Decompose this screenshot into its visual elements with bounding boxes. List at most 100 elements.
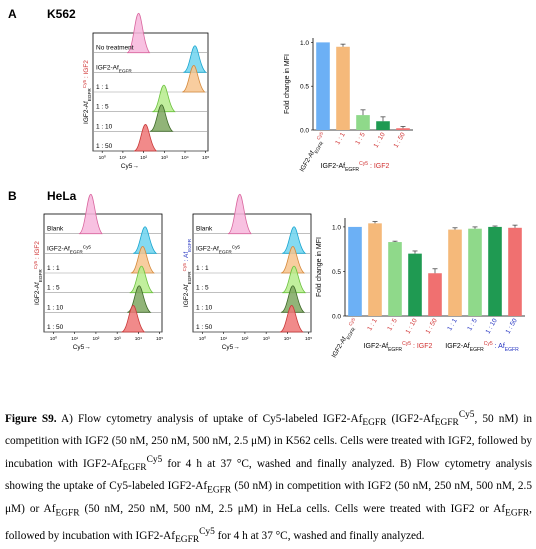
bar [316,42,330,130]
flow-histogram-peak [129,265,154,294]
flow-histogram-peak [183,45,207,73]
panel-b-flow-histograms-af: Blank IGF2-AfEGFRCy5 1 : 1 1 : 5 1 : 10 1 : 5… [182,193,312,351]
flow-row-label: IGF2-AfEGFR [96,64,132,73]
flow-row-label: 1 : 1 [196,265,209,272]
bar-x-title: IGF2-AfEGFRCy5 : IGF2 [321,161,390,173]
bar-category-label: IGF2-AfEGFRCy5 [329,316,360,359]
flow-histogram-peak [133,226,158,254]
bar [336,46,350,131]
flow-row-label: Blank [196,226,213,233]
bar-y-tick-label: 0.0 [300,128,309,135]
flow-x-tick-label: 10² [92,336,99,342]
flow-row-label: Blank [47,226,64,233]
flow-histogram-peak [121,305,146,333]
flow-row-label: No treatment [96,45,134,52]
flow-y-title: IGF2-AfEGFRCy5 : IGF2 [82,60,92,124]
flow-x-tick-label: 10⁰ [199,336,206,342]
bar-category-label: 1 : 10 [405,317,419,335]
flow-x-tick-label: 10⁴ [181,155,188,161]
bar [356,115,370,130]
flow-row-label: 1 : 50 [196,324,213,331]
panel-a-cell-line: K562 [47,7,76,21]
bar-category-label: 1 : 5 [386,317,399,332]
panel-b-flow-histograms-igf2: Blank IGF2-AfEGFRCy5 1 : 1 1 : 5 1 : 10 1 : 5… [33,193,163,351]
flow-x-tick-label: 10² [241,336,248,342]
flow-histogram-peak [282,265,307,294]
flow-row-label: 1 : 10 [47,304,64,311]
bar [468,228,482,316]
bar-group2-title: IGF2-AfEGFRCy5 : AfEGFR [445,341,519,353]
flow-row-label: 1 : 1 [96,84,109,91]
bar-category-label: 1 : 50 [393,131,407,149]
flow-x-tick-label: 10⁵ [202,155,209,161]
flow-x-tick-label: 10⁰ [99,155,106,161]
bar [508,227,522,316]
bar [388,242,402,316]
figure-caption: Figure S9. A) Flow cytometry analysis of… [5,410,532,545]
bar-category-label: 1 : 5 [354,131,367,146]
flow-x-tick-label: 10³ [114,336,121,342]
bar-group1-title: IGF2-AfEGFRCy5 : IGF2 [364,341,433,353]
caption-label: Figure S9. [5,412,57,425]
bar [348,226,362,316]
flow-row-label: 1 : 5 [96,104,109,111]
flow-x-title: Cy5→ [222,344,240,351]
bar-category-label: 1 : 10 [373,131,387,149]
bar [488,226,502,316]
flow-histogram-peak [280,285,306,313]
flow-row-label: 1 : 50 [96,143,113,150]
bar-y-title: Fold change in MFI [284,54,291,114]
flow-x-tick-label: 10³ [161,155,168,161]
bar [368,223,382,316]
flow-x-tick-label: 10⁴ [135,336,142,342]
panel-a-letter: A [8,7,17,21]
bar-y-title: Fold change in MFI [316,237,323,297]
flow-x-tick-label: 10¹ [71,336,78,342]
bar-category-label: 1 : 1 [366,317,379,332]
flow-histogram-peak [152,84,176,113]
bar [396,128,410,130]
bar [448,229,462,316]
flow-histogram-peak [282,226,307,254]
flow-histogram-peak [280,246,306,274]
bar-category-label: 1 : 1 [446,317,459,332]
bar-y-tick-label: 0.5 [300,84,309,91]
bar-category-label: 1 : 10 [485,317,499,335]
panel-a-bar-chart: 0.0 0.5 1.0 Fold change in MFI IGF2-AfEGFRCy… [284,38,413,173]
flow-histogram-peak [130,246,155,274]
flow-histogram-peak [182,65,206,93]
flow-x-tick-label: 10⁵ [156,336,163,342]
flow-row-label: IGF2-AfEGFRCy5 [196,244,240,254]
bar [408,253,422,316]
flow-y-title: IGF2-AfEGFRCy5 : AfEGFR [182,238,192,307]
flow-row-label: 1 : 50 [47,324,64,331]
flow-histogram-peak [133,124,158,152]
flow-x-tick-label: 10⁰ [50,336,57,342]
flow-row-label: 1 : 10 [96,123,113,130]
flow-row-label: IGF2-AfEGFRCy5 [47,244,91,254]
panel-b-cell-line: HeLa [47,189,77,203]
flow-row-label: 1 : 1 [47,265,60,272]
bar-category-label: 1 : 50 [505,317,519,335]
bar [376,121,390,130]
flow-x-tick-label: 10⁴ [284,336,291,342]
flow-x-tick-label: 10¹ [220,336,227,342]
figure-canvas: A K562 No treatment IGF2-AfEGFR 1 : 1 1 : 5… [8,7,525,359]
panel-b-bar-chart: 0.0 0.5 1.0 Fold change in MFI IGF2-AfEGFRCy… [316,218,525,359]
flow-y-title: IGF2-AfEGFRCy5 : IGF2 [33,241,43,305]
flow-x-tick-label: 10⁵ [305,336,312,342]
bar [428,273,442,316]
bar-y-tick-label: 1.0 [332,224,341,231]
flow-histogram-peak [227,193,252,235]
flow-histogram-peak [149,104,174,132]
flow-x-tick-label: 10² [140,155,147,161]
bar-category-label: 1 : 5 [466,317,479,332]
bar-y-tick-label: 0.5 [332,269,341,276]
flow-histogram-peak [78,193,103,235]
flow-x-title: Cy5→ [121,163,139,170]
flow-histogram-peak [279,305,304,333]
bar-y-tick-label: 1.0 [300,40,309,47]
flow-row-label: 1 : 5 [196,285,209,292]
flow-row-label: 1 : 10 [196,304,213,311]
panel-b-letter: B [8,189,17,203]
